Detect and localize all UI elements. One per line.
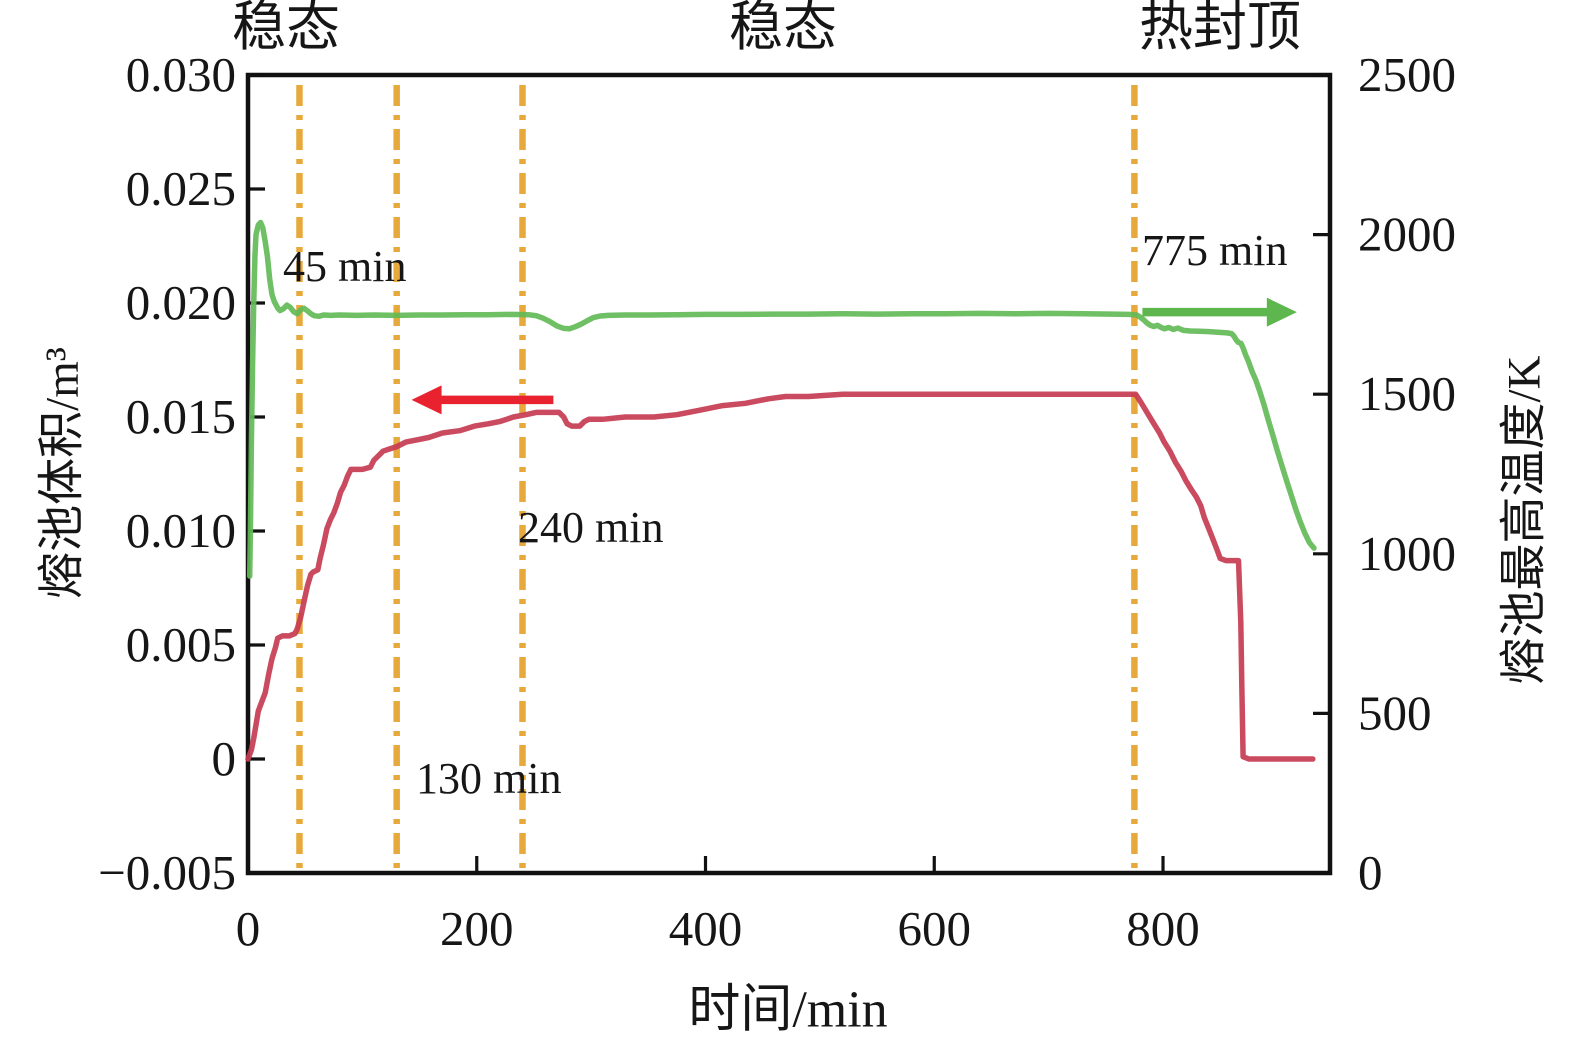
plot-border — [245, 72, 1333, 876]
temperature-axis-arrow-head — [1266, 297, 1297, 327]
y-left-tick-label: 0.010 — [126, 503, 236, 558]
temperature-curve — [246, 219, 1317, 579]
y-right-tick-label: 2000 — [1358, 207, 1456, 262]
x-tick-label: 0 — [236, 901, 261, 956]
phase-label-steady-state-1: 稳态 — [232, 0, 340, 57]
annotation-775min: 775 min — [1142, 226, 1288, 275]
y-left-tick-label: 0.005 — [126, 617, 236, 672]
volume-axis-arrow-head — [411, 385, 442, 415]
phase-label-thermal-capping: 热封顶 — [1139, 0, 1301, 57]
x-tick-label: 200 — [440, 901, 514, 956]
x-tick-label: 800 — [1126, 901, 1200, 956]
y-left-tick-label: 0.020 — [126, 275, 236, 330]
y-right-tick-label: 500 — [1358, 685, 1432, 740]
annotation-45min: 45 min — [283, 242, 407, 291]
x-axis-title: 时间/min — [688, 981, 888, 1039]
x-tick-label: 600 — [898, 901, 972, 956]
y-right-tick-label: 0 — [1358, 845, 1383, 900]
y-left-axis-title: 熔池体积/m³ — [36, 347, 89, 599]
y-left-tick-label: −0.005 — [98, 845, 236, 900]
annotation-240min: 240 min — [518, 503, 664, 552]
y-left-tick-label: 0.030 — [126, 47, 236, 102]
y-left-tick-label: 0 — [212, 731, 237, 786]
volume-curve — [245, 391, 1316, 762]
y-right-tick-label: 1000 — [1358, 526, 1456, 581]
y-right-tick-label: 1500 — [1358, 366, 1456, 421]
phase-label-steady-state-2: 稳态 — [729, 0, 837, 57]
annotation-130min: 130 min — [416, 754, 562, 803]
y-left-tick-label: 0.015 — [126, 389, 236, 444]
y-left-tick-label: 0.025 — [126, 161, 236, 216]
y-right-axis-title: 熔池最高温度/K — [1498, 355, 1551, 685]
x-tick-label: 400 — [669, 901, 743, 956]
y-right-tick-label: 2500 — [1358, 47, 1456, 102]
